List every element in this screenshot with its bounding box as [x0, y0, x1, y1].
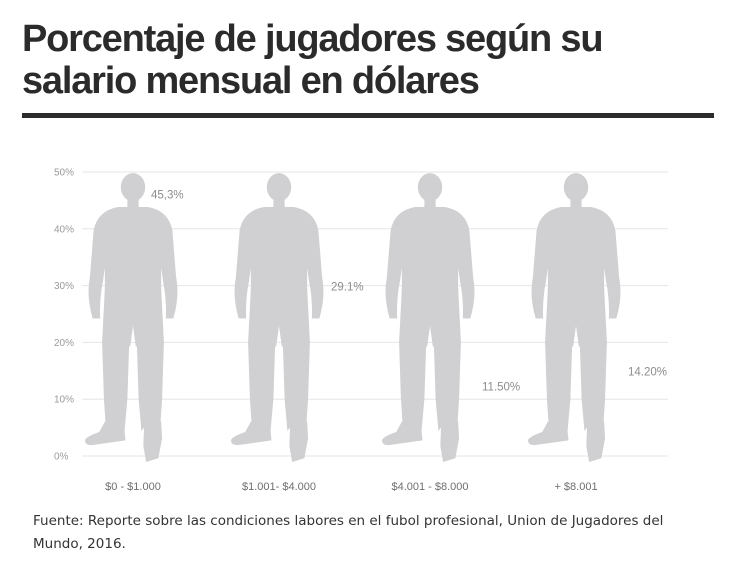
y-tick-label: 20%	[54, 338, 74, 349]
player-figure	[382, 173, 475, 463]
player-silhouette-base	[85, 173, 178, 463]
salary-pictogram-chart: 0% 10% 20% 30% 40% 50% 45,3% 29.1% 11.50% 14.20%…	[54, 168, 668, 493]
y-tick-label: 30%	[54, 281, 74, 292]
category-label: + $8.001	[554, 481, 597, 493]
category-label: $1.001- $4.000	[242, 481, 316, 493]
player-figure	[231, 173, 324, 463]
source-note: Fuente: Reporte sobre las condiciones la…	[33, 513, 664, 552]
category-label: $0 - $1.000	[105, 481, 161, 493]
y-tick-label: 50%	[54, 168, 74, 179]
category-label: $4.001 - $8.000	[391, 481, 468, 493]
y-tick-label: 0%	[54, 452, 69, 463]
data-label: 11.50%	[482, 382, 520, 394]
player-figure	[528, 173, 621, 463]
y-tick-label: 10%	[54, 395, 74, 406]
chart-title: Porcentaje de jugadores según su salario…	[22, 18, 604, 102]
data-label: 45,3%	[151, 190, 184, 202]
data-label: 14.20%	[628, 366, 667, 378]
player-figure	[85, 173, 178, 463]
player-silhouette-base	[382, 173, 475, 463]
player-silhouette-base	[528, 173, 621, 463]
data-label: 29.1%	[331, 282, 364, 294]
y-tick-label: 40%	[54, 224, 74, 235]
title-divider	[22, 113, 714, 118]
player-silhouette-base	[231, 173, 324, 463]
